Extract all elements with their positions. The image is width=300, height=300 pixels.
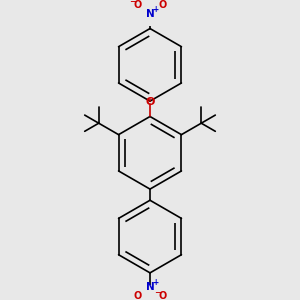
Text: O: O: [133, 0, 142, 10]
Text: +: +: [152, 278, 158, 287]
Text: −: −: [129, 0, 136, 6]
Text: N: N: [146, 282, 154, 292]
Text: −: −: [154, 288, 161, 297]
Text: +: +: [152, 5, 158, 14]
Text: O: O: [145, 97, 155, 107]
Text: O: O: [158, 291, 167, 300]
Text: N: N: [146, 9, 154, 19]
Text: O: O: [133, 291, 142, 300]
Text: O: O: [158, 0, 167, 10]
